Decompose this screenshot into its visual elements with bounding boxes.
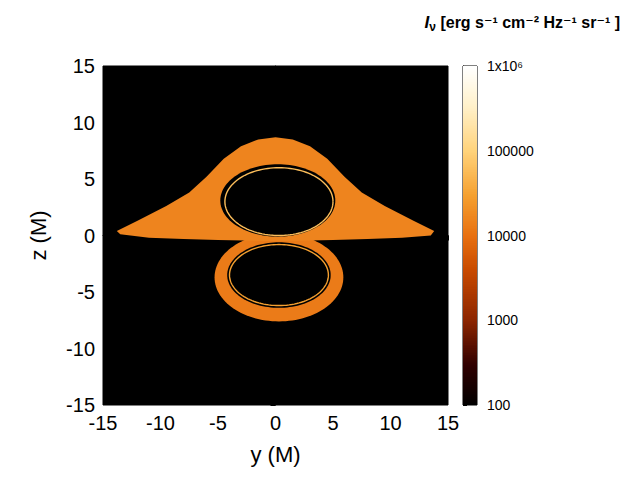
svg-text:0: 0 <box>270 412 281 434</box>
svg-text:10: 10 <box>379 412 401 434</box>
svg-text:-10: -10 <box>146 412 175 434</box>
svg-text:[erg s⁻¹ cm⁻² Hz⁻¹ sr⁻¹ ]: [erg s⁻¹ cm⁻² Hz⁻¹ sr⁻¹ ] <box>436 14 620 31</box>
svg-text:-5: -5 <box>209 412 227 434</box>
svg-text:1x10⁶: 1x10⁶ <box>487 58 523 74</box>
svg-text:-10: -10 <box>66 338 95 360</box>
svg-text:1000: 1000 <box>487 312 518 328</box>
svg-text:-15: -15 <box>66 394 95 416</box>
svg-text:z (M): z (M) <box>26 210 51 260</box>
svg-text:15: 15 <box>437 412 459 434</box>
svg-text:5: 5 <box>84 168 95 190</box>
html-text:Iν: Iν <box>424 12 436 34</box>
svg-text:100000: 100000 <box>487 143 534 159</box>
svg-text:-5: -5 <box>77 281 95 303</box>
svg-text:10000: 10000 <box>487 228 526 244</box>
svg-text:10: 10 <box>73 112 95 134</box>
svg-text:0: 0 <box>84 225 95 247</box>
svg-text:5: 5 <box>327 412 338 434</box>
svg-text:-15: -15 <box>89 412 118 434</box>
svg-text:y (M): y (M) <box>250 442 300 467</box>
svg-text:100: 100 <box>487 397 511 413</box>
svg-text:15: 15 <box>73 55 95 77</box>
